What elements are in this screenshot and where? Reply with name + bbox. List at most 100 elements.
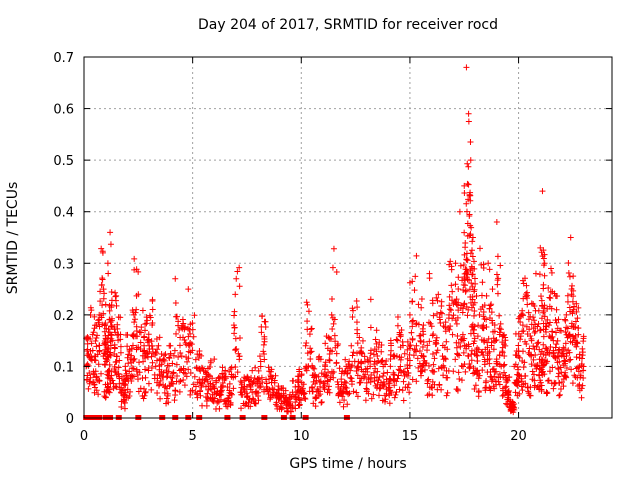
data-point bbox=[530, 343, 537, 350]
data-point bbox=[353, 297, 360, 304]
data-point bbox=[450, 312, 457, 319]
data-point bbox=[486, 348, 493, 355]
data-point bbox=[333, 268, 340, 275]
data-point bbox=[368, 372, 375, 379]
data-point bbox=[419, 344, 426, 351]
data-point bbox=[338, 390, 345, 397]
data-point bbox=[539, 368, 546, 375]
data-point bbox=[471, 288, 478, 295]
data-point bbox=[226, 380, 233, 387]
data-point bbox=[374, 381, 381, 388]
data-point bbox=[189, 326, 196, 333]
data-point bbox=[143, 320, 150, 327]
data-point bbox=[298, 371, 305, 378]
data-point bbox=[270, 392, 277, 399]
data-point bbox=[555, 370, 562, 377]
data-point bbox=[302, 342, 309, 349]
data-point bbox=[176, 388, 183, 395]
data-point bbox=[185, 355, 192, 362]
data-point bbox=[331, 316, 338, 323]
data-point bbox=[382, 398, 389, 405]
data-point bbox=[380, 370, 387, 377]
data-point bbox=[540, 333, 547, 340]
data-point bbox=[396, 386, 403, 393]
data-point bbox=[308, 325, 315, 332]
data-point bbox=[255, 397, 262, 404]
data-point bbox=[88, 354, 95, 361]
data-point bbox=[211, 385, 218, 392]
data-point bbox=[238, 389, 245, 396]
data-point bbox=[115, 364, 122, 371]
data-point bbox=[465, 181, 472, 188]
data-point bbox=[543, 389, 550, 396]
data-point bbox=[253, 390, 260, 397]
data-point bbox=[486, 384, 493, 391]
data-point bbox=[263, 380, 270, 387]
data-point bbox=[105, 367, 112, 374]
data-point bbox=[354, 304, 361, 311]
data-point bbox=[238, 381, 245, 388]
data-point bbox=[486, 266, 493, 273]
data-point bbox=[493, 337, 500, 344]
data-point bbox=[149, 322, 156, 329]
data-point bbox=[261, 388, 268, 395]
data-point bbox=[205, 386, 212, 393]
data-point bbox=[163, 395, 170, 402]
data-point bbox=[354, 393, 361, 400]
data-point bbox=[534, 361, 541, 368]
data-point bbox=[413, 320, 420, 327]
data-point bbox=[367, 378, 374, 385]
data-point bbox=[506, 373, 513, 380]
data-point bbox=[353, 319, 360, 326]
data-point bbox=[154, 390, 161, 397]
data-point bbox=[401, 350, 408, 357]
data-point bbox=[164, 372, 171, 379]
data-point bbox=[409, 298, 416, 305]
data-point bbox=[515, 372, 522, 379]
data-point bbox=[271, 379, 278, 386]
data-point bbox=[415, 301, 422, 308]
data-point bbox=[244, 374, 251, 381]
data-point bbox=[372, 365, 379, 372]
data-point bbox=[467, 139, 474, 146]
data-point bbox=[252, 400, 259, 407]
data-point bbox=[244, 392, 251, 399]
data-point bbox=[135, 388, 142, 395]
data-point bbox=[377, 385, 384, 392]
data-point bbox=[568, 366, 575, 373]
data-point bbox=[88, 307, 95, 314]
data-point bbox=[370, 391, 377, 398]
data-point bbox=[261, 338, 268, 345]
data-point bbox=[144, 354, 151, 361]
data-point bbox=[109, 377, 116, 384]
data-point bbox=[318, 398, 325, 405]
data-point bbox=[501, 352, 508, 359]
data-point bbox=[420, 353, 427, 360]
data-point bbox=[296, 389, 303, 396]
data-point bbox=[171, 397, 178, 404]
data-point bbox=[142, 350, 149, 357]
data-point bbox=[461, 229, 468, 236]
data-point bbox=[390, 352, 397, 359]
data-point bbox=[140, 358, 147, 365]
data-point bbox=[433, 334, 440, 341]
data-point bbox=[98, 282, 105, 289]
data-point bbox=[452, 281, 459, 288]
data-point bbox=[102, 394, 109, 401]
data-point bbox=[457, 343, 464, 350]
data-point bbox=[494, 253, 501, 260]
data-point bbox=[112, 359, 119, 366]
data-point bbox=[114, 325, 121, 332]
data-point bbox=[141, 366, 148, 373]
data-point bbox=[341, 397, 348, 404]
data-point bbox=[317, 388, 324, 395]
data-point bbox=[169, 370, 176, 377]
data-point bbox=[214, 399, 221, 406]
data-point bbox=[340, 403, 347, 410]
data-point bbox=[335, 391, 342, 398]
data-point bbox=[378, 358, 385, 365]
data-point bbox=[549, 364, 556, 371]
data-point bbox=[193, 364, 200, 371]
data-point bbox=[96, 323, 103, 330]
data-point bbox=[560, 353, 567, 360]
